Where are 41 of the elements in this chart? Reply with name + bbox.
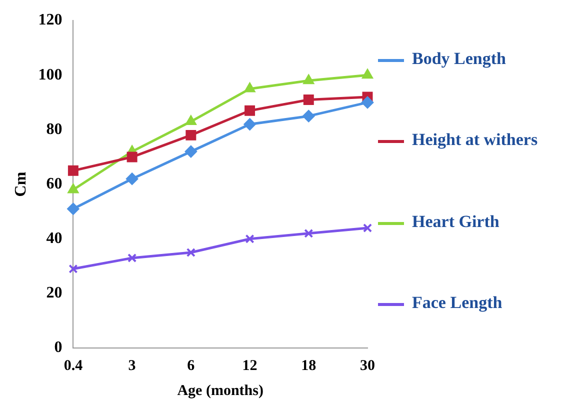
point [128,253,137,262]
x-tick-label: 6 [187,358,196,374]
x-tick-label: 18 [301,358,316,374]
point [244,118,256,130]
point [362,69,373,79]
point [245,234,254,244]
point [362,96,374,108]
point [186,248,196,258]
x-axis-title: Age (months) [177,382,264,399]
point [67,202,80,215]
point [68,184,79,194]
y-tick-label: 0 [54,339,62,356]
x-tick-label: 30 [360,358,375,374]
point [304,228,314,238]
x-tick-label: 0.4 [64,358,84,374]
point [68,165,78,176]
y-tick-label: 100 [38,66,62,84]
legend-label: Heart Girth [412,212,500,232]
point [184,146,197,158]
point [126,152,138,162]
point [68,264,78,274]
point [244,82,256,92]
point [244,105,256,116]
y-tick-label: 120 [38,12,62,29]
legend-label: Body Length [412,48,507,69]
legend-label: Face Length [412,293,504,314]
y-tick-label: 60 [46,175,62,192]
legend-label: Height at withers [412,130,539,150]
point [186,116,196,126]
point [302,110,315,122]
y-tick-label: 20 [46,284,62,302]
point [362,223,372,232]
y-axis-title: Cm [12,171,30,197]
x-tick-label: 3 [128,358,136,374]
x-tick-label: 12 [242,358,258,374]
y-tick-label: 40 [46,230,62,248]
y-tick-label: 80 [46,120,62,138]
point [126,172,138,185]
point [303,74,314,84]
point [303,94,314,105]
point [186,130,196,140]
